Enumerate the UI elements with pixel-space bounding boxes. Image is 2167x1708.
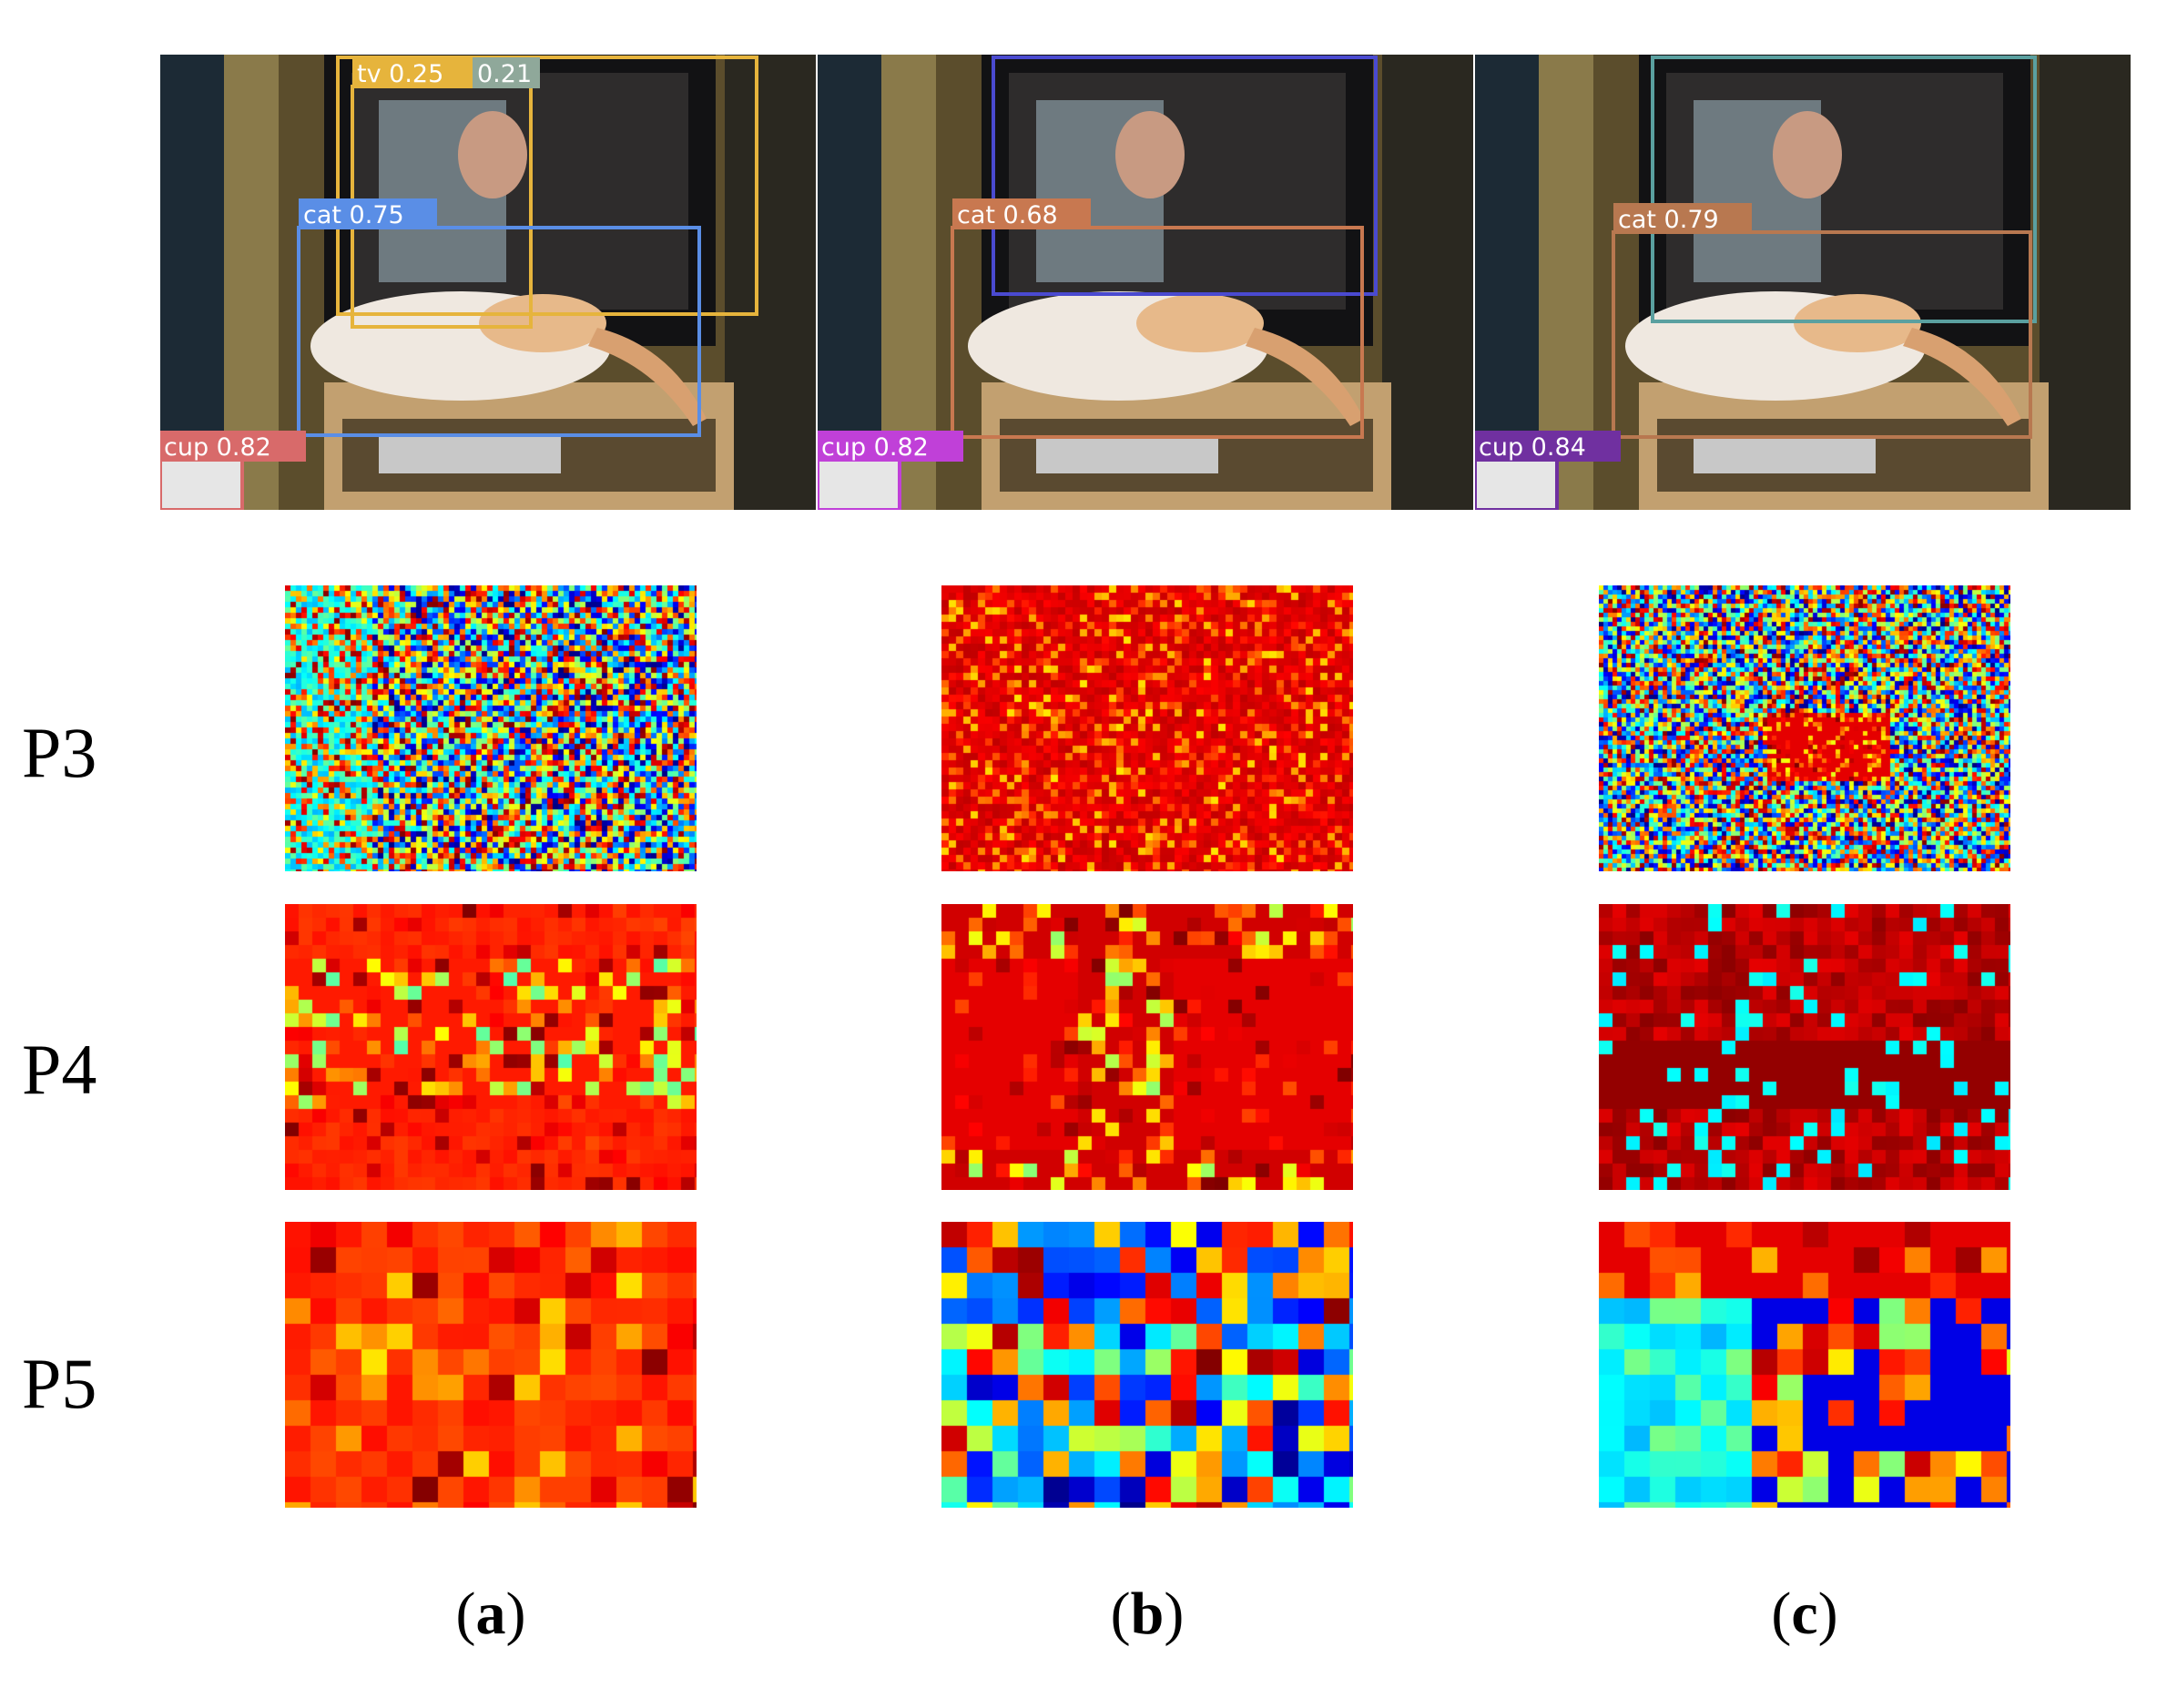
panel-label-a: (a) (455, 1581, 526, 1647)
detection-label-cup: cup 0.82 (160, 431, 306, 462)
detection-label-cup: cup 0.82 (818, 431, 963, 462)
detection-label-cat: cat 0.75 (299, 198, 437, 229)
panel-label-c: (c) (1771, 1581, 1838, 1647)
svg-text:cup 0.84: cup 0.84 (1479, 433, 1586, 462)
svg-text:0.21: 0.21 (477, 60, 532, 88)
svg-text:cat 0.75: cat 0.75 (303, 201, 404, 229)
heatmap-b-p5 (941, 1222, 1353, 1508)
heatmap-a-p5 (285, 1222, 697, 1508)
detection-label-cat: cat 0.68 (952, 198, 1091, 229)
detection-label-cat: cat 0.79 (1613, 203, 1752, 234)
heatmap-c-p3 (1599, 585, 2010, 871)
heatmap-a-p4 (285, 904, 697, 1190)
heatmap-b-p3 (941, 585, 1353, 871)
row-label-p5: P5 (22, 1344, 97, 1423)
row-label-p4: P4 (22, 1030, 97, 1109)
detection-boxes (818, 56, 1378, 510)
detection-label-tv: tv 0.25 (352, 57, 473, 88)
panel-label-b: (b) (1110, 1581, 1185, 1647)
svg-text:cup 0.82: cup 0.82 (821, 433, 929, 462)
detection-image-a: tv 0.25 0.21 cat 0.75 cup 0.82 (160, 55, 816, 510)
detection-label-tv-2: 0.21 (473, 57, 540, 88)
detection-image-b: cat 0.68 cup 0.82 (818, 55, 1473, 510)
svg-text:cat 0.79: cat 0.79 (1618, 206, 1719, 234)
detection-label-cup: cup 0.84 (1475, 431, 1621, 462)
heatmap-c-p5 (1599, 1222, 2010, 1508)
heatmap-a-p3 (285, 585, 697, 871)
heatmap-c-p4 (1599, 904, 2010, 1190)
svg-text:cat 0.68: cat 0.68 (957, 201, 1058, 229)
svg-text:tv 0.25: tv 0.25 (357, 60, 443, 88)
svg-text:cup 0.82: cup 0.82 (164, 433, 271, 462)
heatmap-b-p4 (941, 904, 1353, 1190)
detection-image-c: cat 0.79 cup 0.84 (1475, 55, 2131, 510)
row-label-p3: P3 (22, 713, 97, 792)
